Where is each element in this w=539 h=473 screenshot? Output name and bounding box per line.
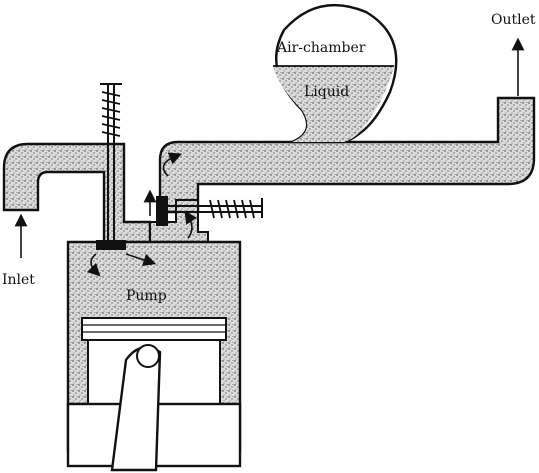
delivery-flow-arrow <box>162 152 182 177</box>
port-flow-arrow-1 <box>184 210 197 239</box>
outlet-label: Outlet <box>491 12 536 28</box>
delivery-valve <box>156 196 263 226</box>
air-chamber <box>273 4 398 144</box>
delivery-pipe <box>158 96 536 214</box>
pump-flow-arrow-2 <box>125 253 157 267</box>
inlet-pipe <box>2 142 152 246</box>
flow-arrows <box>14 37 525 277</box>
pump-flow-arrow-1 <box>86 253 101 277</box>
air-chamber-label: Air-chamber <box>276 40 366 56</box>
inlet-label: Inlet <box>2 272 35 288</box>
pump-label: Pump <box>126 288 167 304</box>
liquid-label: Liquid <box>304 84 349 100</box>
connecting-rod <box>110 344 162 472</box>
suction-valve <box>96 83 126 250</box>
